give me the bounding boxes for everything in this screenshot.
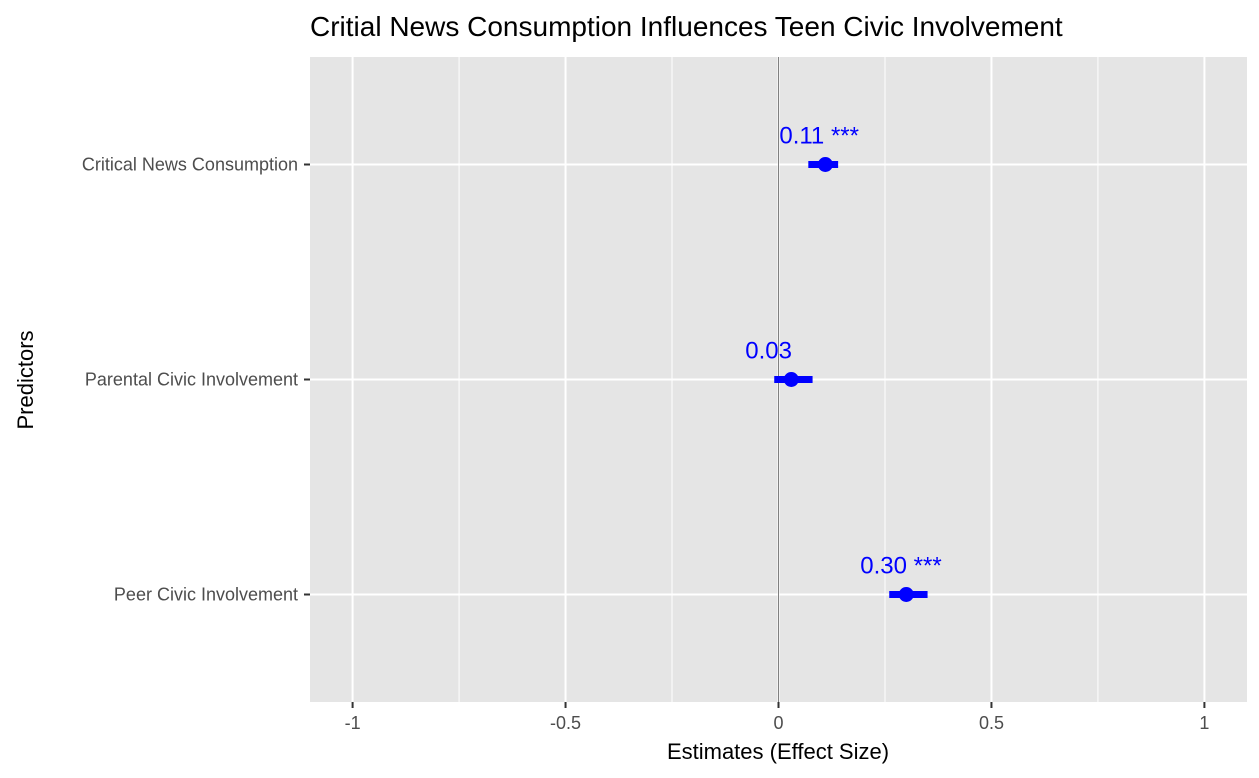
estimate-point: [783, 372, 799, 387]
estimate-label: 0.11 ***: [779, 123, 859, 150]
x-axis-ticks: -1 -0.5 0 0.5 1: [345, 702, 1209, 733]
x-tick-label: 0.5: [979, 713, 1004, 733]
estimate-point: [898, 587, 914, 602]
y-axis-ticks: Critical News Consumption Parental Civic …: [82, 155, 310, 605]
y-tick-label: Peer Civic Involvement: [114, 585, 298, 605]
estimate-label: 0.03: [745, 338, 792, 365]
y-tick-label: Parental Civic Involvement: [85, 370, 298, 390]
estimate-label: 0.30 ***: [860, 553, 941, 580]
estimate-point: [817, 157, 833, 172]
x-tick-label: 0: [773, 713, 783, 733]
y-tick-label: Critical News Consumption: [82, 155, 298, 175]
x-tick-label: 1: [1199, 713, 1209, 733]
estimate-marks: 0.11 *** 0.03 0.30 ***: [745, 123, 942, 602]
y-axis-title: Predictors: [13, 330, 38, 429]
chart-title: Critial News Consumption Influences Teen…: [310, 11, 1063, 42]
x-axis-title: Estimates (Effect Size): [667, 739, 889, 764]
x-tick-label: -0.5: [550, 713, 581, 733]
x-tick-label: -1: [345, 713, 361, 733]
